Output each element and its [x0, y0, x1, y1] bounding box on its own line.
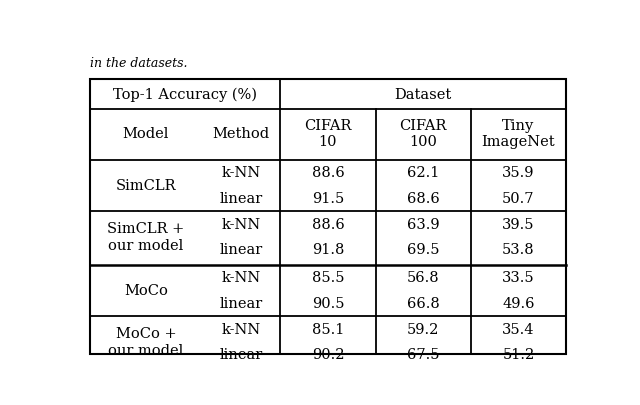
Text: 63.9: 63.9: [407, 217, 440, 231]
Text: 50.7: 50.7: [502, 192, 534, 206]
Text: CIFAR
100: CIFAR 100: [399, 118, 447, 149]
Text: 39.5: 39.5: [502, 217, 534, 231]
Text: 69.5: 69.5: [407, 243, 440, 257]
Text: 33.5: 33.5: [502, 271, 535, 285]
Text: Model: Model: [123, 127, 169, 141]
Text: SimCLR: SimCLR: [116, 179, 176, 193]
Text: 51.2: 51.2: [502, 347, 534, 362]
Text: 59.2: 59.2: [407, 322, 440, 336]
Text: 67.5: 67.5: [407, 347, 440, 362]
Text: 56.8: 56.8: [407, 271, 440, 285]
Text: MoCo: MoCo: [124, 284, 168, 298]
Text: 85.1: 85.1: [312, 322, 344, 336]
Text: k-NN: k-NN: [221, 166, 260, 180]
Text: k-NN: k-NN: [221, 217, 260, 231]
Text: 49.6: 49.6: [502, 296, 534, 310]
Text: 91.8: 91.8: [312, 243, 344, 257]
Text: 62.1: 62.1: [407, 166, 440, 180]
Text: 90.2: 90.2: [312, 347, 344, 362]
Text: linear: linear: [220, 296, 263, 310]
Bar: [90, 80, 566, 354]
Text: Top-1 Accuracy (%): Top-1 Accuracy (%): [113, 87, 257, 102]
Text: 88.6: 88.6: [312, 217, 344, 231]
Text: 85.5: 85.5: [312, 271, 344, 285]
Text: MoCo +
our model: MoCo + our model: [108, 326, 184, 357]
Text: 68.6: 68.6: [407, 192, 440, 206]
Text: 35.4: 35.4: [502, 322, 534, 336]
Text: in the datasets.: in the datasets.: [90, 56, 188, 69]
Text: k-NN: k-NN: [221, 271, 260, 285]
Text: 35.9: 35.9: [502, 166, 534, 180]
Text: CIFAR
10: CIFAR 10: [304, 118, 352, 149]
Text: Method: Method: [212, 127, 269, 141]
Text: linear: linear: [220, 192, 263, 206]
Text: linear: linear: [220, 347, 263, 362]
Text: 91.5: 91.5: [312, 192, 344, 206]
Text: 66.8: 66.8: [407, 296, 440, 310]
Text: 53.8: 53.8: [502, 243, 535, 257]
Text: SimCLR +
our model: SimCLR + our model: [108, 222, 184, 253]
Text: Dataset: Dataset: [395, 87, 452, 102]
Text: linear: linear: [220, 243, 263, 257]
Text: 90.5: 90.5: [312, 296, 344, 310]
Text: k-NN: k-NN: [221, 322, 260, 336]
Text: Tiny
ImageNet: Tiny ImageNet: [482, 118, 556, 149]
Text: 88.6: 88.6: [312, 166, 344, 180]
